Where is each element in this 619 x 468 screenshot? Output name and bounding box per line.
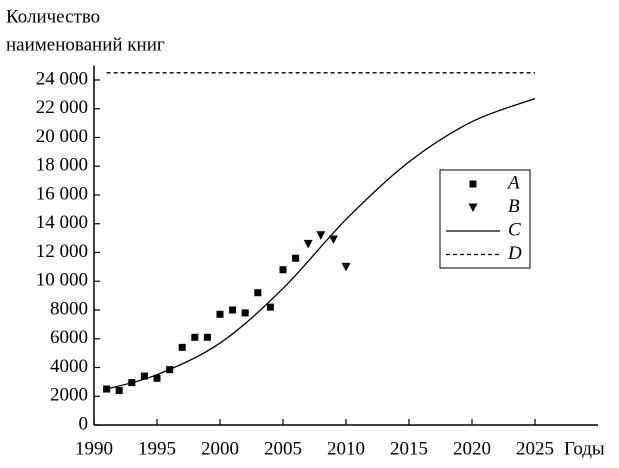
point	[241, 309, 249, 317]
x-tick-label: 2025	[516, 438, 554, 459]
point	[279, 266, 287, 274]
y-tick-label: 2000	[50, 385, 88, 406]
y-tick-label: 20 000	[36, 126, 88, 147]
y-tick-label: 6000	[50, 327, 88, 348]
point	[153, 374, 161, 382]
y-axis-label: наименований книг	[6, 34, 165, 55]
y-tick-label: 8000	[50, 298, 88, 319]
point	[229, 306, 237, 314]
x-tick-label: 2010	[327, 438, 365, 459]
point	[254, 289, 262, 297]
y-axis-label: Количество	[6, 6, 100, 27]
y-tick-label: 10 000	[36, 270, 88, 291]
y-tick-label: 4000	[50, 356, 88, 377]
point	[115, 386, 123, 394]
x-tick-label: 2015	[390, 438, 428, 459]
x-axis-label: Годы	[564, 438, 605, 459]
point	[178, 343, 186, 351]
point	[328, 235, 338, 245]
y-tick-label: 14 000	[36, 212, 88, 233]
point	[203, 333, 211, 341]
x-tick-label: 1990	[75, 438, 113, 459]
x-tick-label: 2000	[201, 438, 239, 459]
point	[140, 372, 148, 380]
y-tick-label: 18 000	[36, 155, 88, 176]
x-tick-label: 2020	[453, 438, 491, 459]
point	[469, 180, 477, 188]
point	[316, 231, 326, 240]
point	[216, 310, 224, 318]
point	[341, 262, 351, 272]
y-tick-label: 12 000	[36, 241, 88, 262]
y-tick-label: 16 000	[36, 183, 88, 204]
y-tick-label: 24 000	[36, 68, 88, 89]
curve	[106, 98, 536, 390]
y-tick-label: 0	[79, 413, 89, 434]
y-tick-label: 22 000	[36, 97, 88, 118]
point	[266, 303, 274, 311]
x-tick-label: 1995	[138, 438, 176, 459]
legend-label: C	[508, 219, 521, 240]
legend-label: D	[507, 243, 522, 264]
point	[303, 239, 313, 249]
point	[292, 254, 300, 262]
point	[468, 203, 478, 212]
legend-label: B	[508, 196, 520, 217]
point	[191, 333, 199, 341]
legend-box	[439, 169, 531, 269]
x-tick-label: 2005	[264, 438, 302, 459]
legend-label: A	[506, 172, 520, 193]
